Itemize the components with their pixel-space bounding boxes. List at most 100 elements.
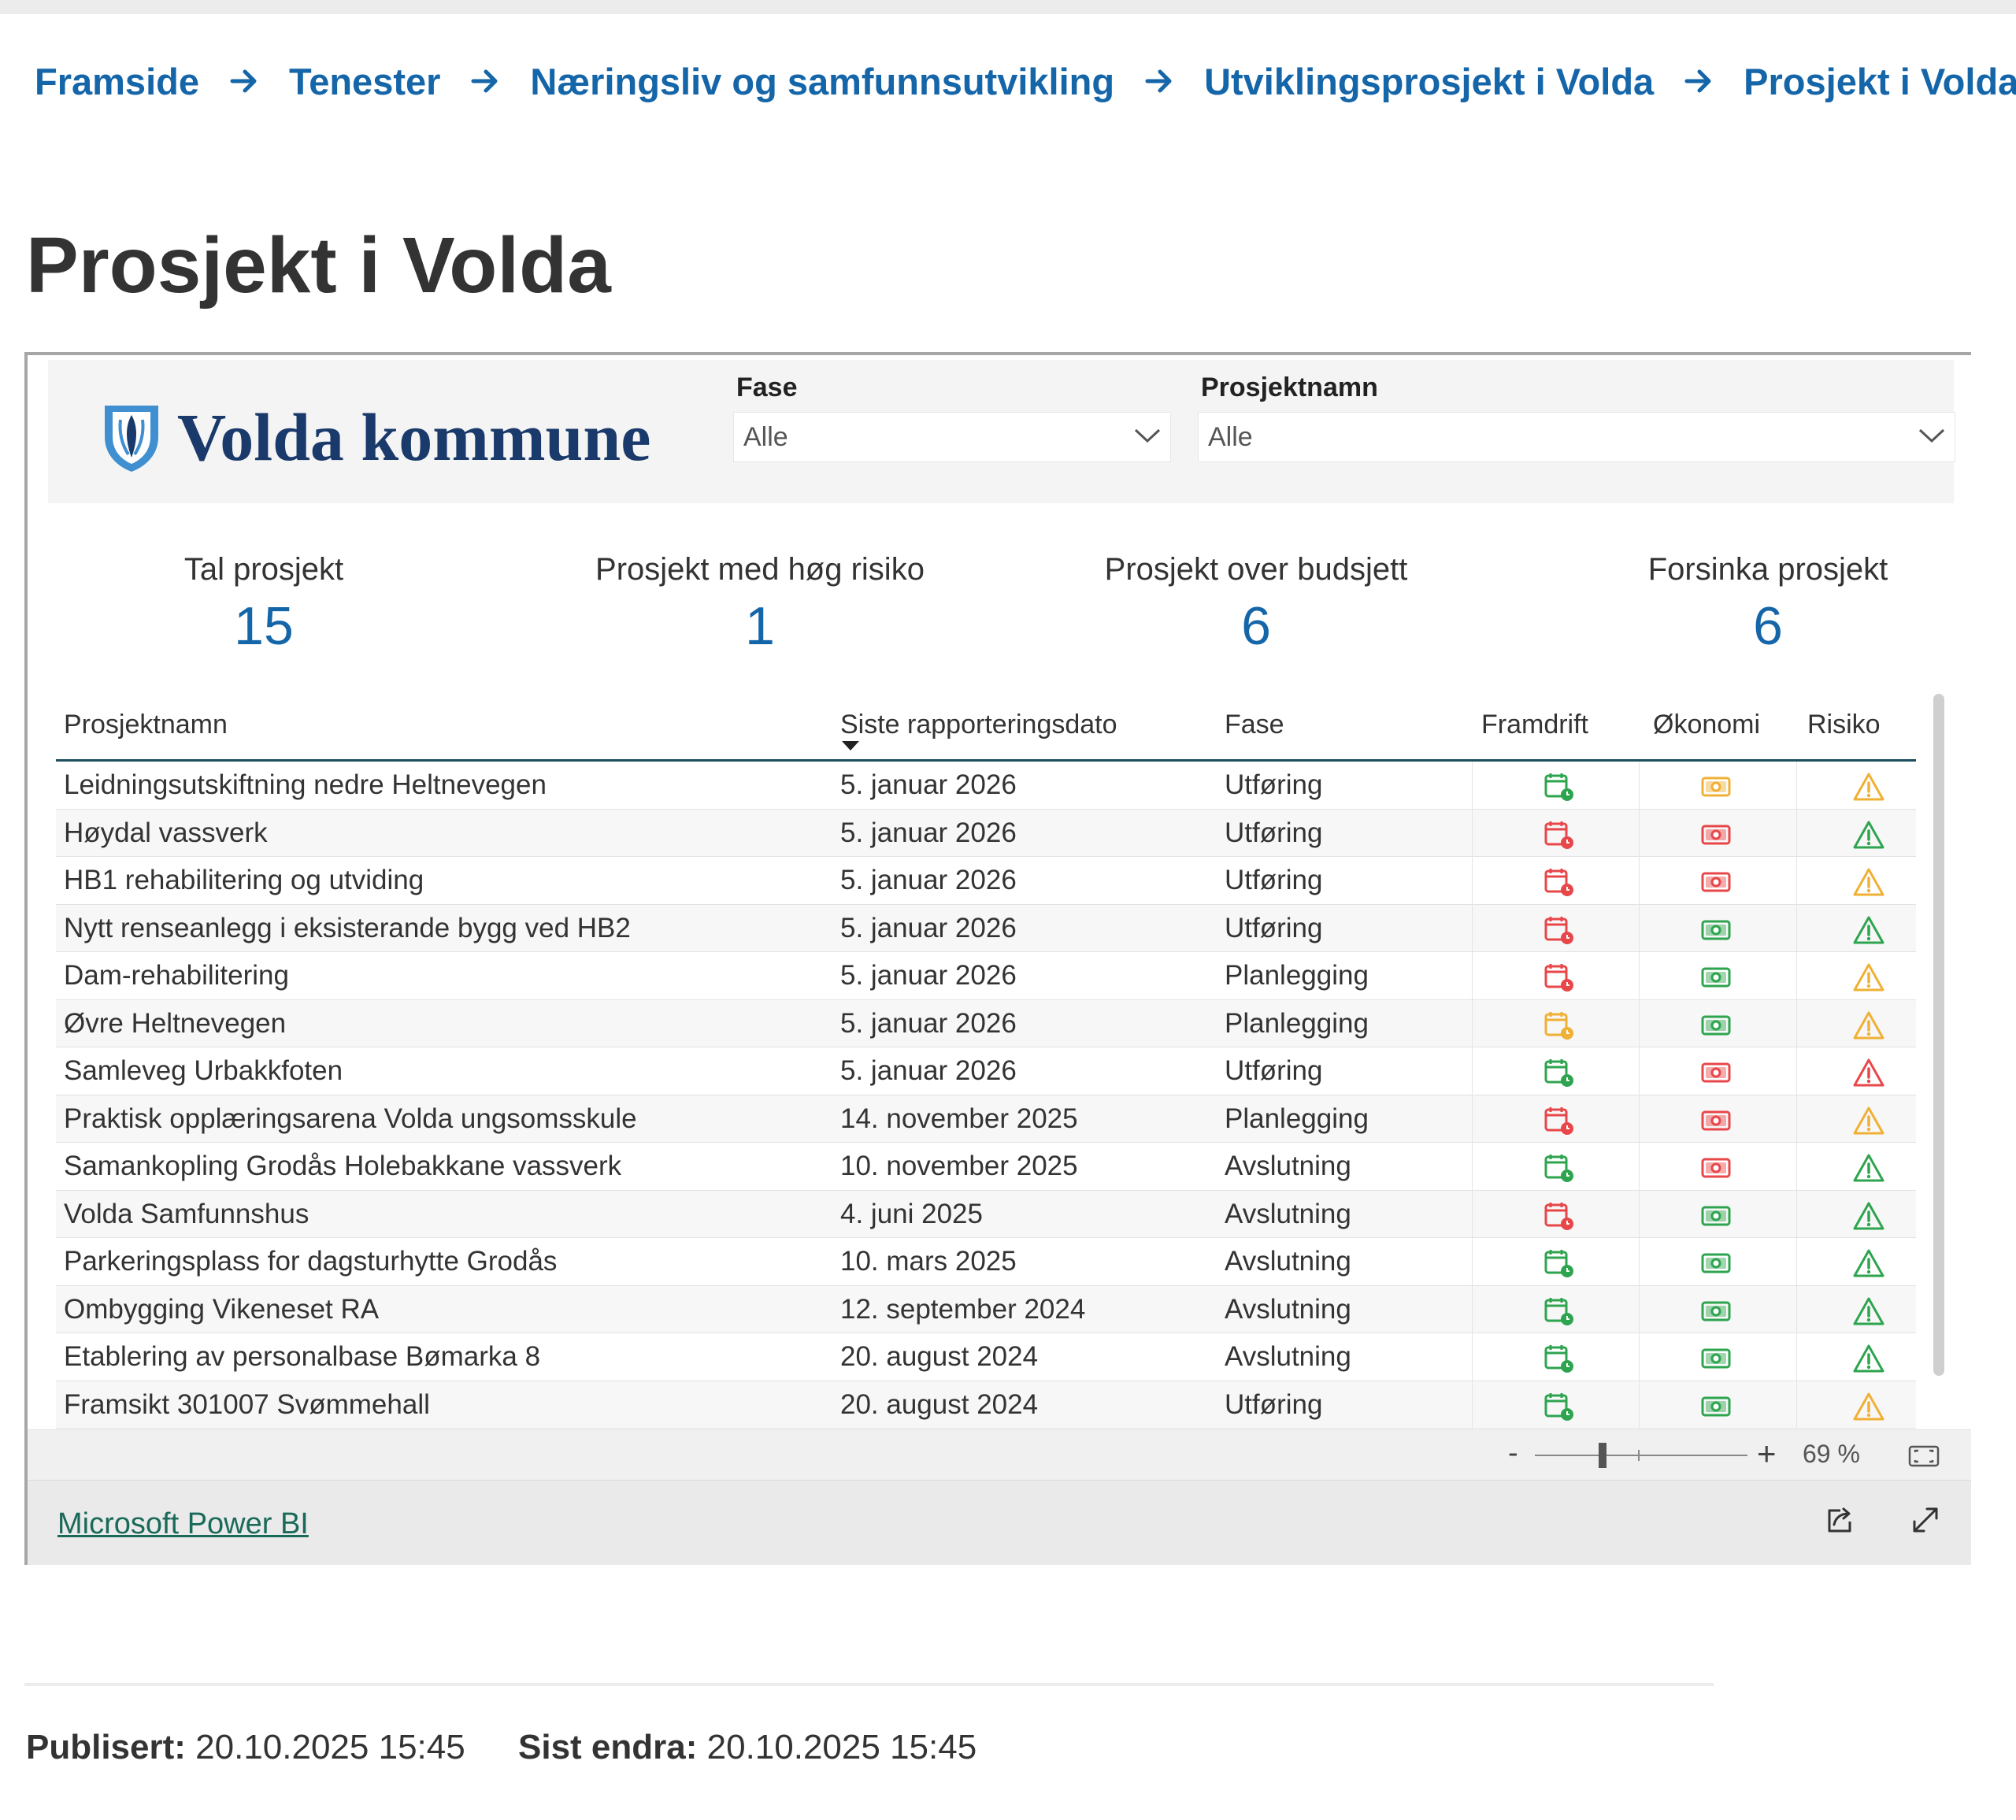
kpi-forsinka: Forsinka prosjekt 6 [1595,552,1941,657]
breadcrumb-utviklingsprosjekt[interactable]: Utviklingsprosjekt i Volda [1204,60,1655,102]
framdrift-status-icon [1541,1200,1576,1232]
column-divider [1796,857,1797,904]
column-divider [1639,1381,1640,1429]
okonomi-status-icon [1699,914,1733,946]
breadcrumb-tenester[interactable]: Tenester [288,60,441,102]
table-row[interactable]: Høydal vassverk 5. januar 2026 Utføring [56,809,1916,857]
cell-fase: Utføring [1225,1055,1323,1086]
prosjektnamn-filter-value: Alle [1208,421,1253,452]
cell-prosjektnamn: Framsikt 301007 Svømmehall [64,1388,430,1420]
table-row[interactable]: Samleveg Urbakkfoten 5. januar 2026 Utføri… [56,1047,1916,1095]
cell-fase: Utføring [1225,912,1323,943]
cell-prosjektnamn: Samankopling Grodås Holebakkane vassverk [64,1151,622,1181]
column-divider [1639,904,1640,952]
framdrift-status-icon [1541,1057,1576,1088]
risiko-status-icon [1851,914,1886,946]
column-divider [1472,1047,1473,1095]
report-header: Volda kommune Fase Alle Prosjektnamn All… [48,360,1955,503]
column-header-framdrift[interactable]: Framdrift [1481,710,1588,739]
okonomi-status-icon [1699,1057,1733,1088]
cell-dato: 10. mars 2025 [840,1246,1017,1277]
column-divider [1472,1143,1473,1190]
okonomi-status-icon [1699,771,1733,803]
zoom-out-button[interactable]: - [1508,1436,1518,1470]
kpi-value: 1 [745,596,775,656]
prosjektnamn-filter-dropdown[interactable]: Alle [1198,412,1955,462]
column-header-fase[interactable]: Fase [1225,710,1284,739]
table-row[interactable]: Samankopling Grodås Holebakkane vassverk… [56,1143,1916,1191]
cell-dato: 20. august 2024 [840,1388,1039,1420]
column-divider [1472,952,1473,999]
cell-fase: Utføring [1225,865,1323,895]
okonomi-status-icon [1699,1105,1733,1136]
column-header-risiko[interactable]: Risiko [1807,710,1881,739]
column-header-okonomi[interactable]: Økonomi [1653,710,1761,739]
column-divider [1796,1095,1797,1143]
risiko-status-icon [1851,1010,1886,1041]
breadcrumb-naeringsliv[interactable]: Næringsliv og samfunnsutvikling [530,60,1115,102]
table-scrollbar[interactable] [1933,694,1944,1376]
kpi-label: Prosjekt over budsjett [1104,552,1408,587]
cell-dato: 5. januar 2026 [840,1007,1017,1039]
cell-prosjektnamn: Parkeringsplass for dagsturhytte Grodås [64,1246,558,1277]
table-row[interactable]: HB1 rehabilitering og utviding 5. januar … [56,857,1916,905]
framdrift-status-icon [1541,1295,1576,1327]
cell-prosjektnamn: Volda Samfunnshus [64,1198,309,1229]
framdrift-status-icon [1541,771,1576,803]
share-icon[interactable] [1823,1504,1856,1536]
column-header-dato[interactable]: Siste rapporteringsdato [840,710,1117,739]
table-row[interactable]: Volda Samfunnshus 4. juni 2025 Avslutning [56,1190,1916,1238]
zoom-slider-track[interactable] [1535,1455,1747,1456]
table-row[interactable]: Parkeringsplass for dagsturhytte Grodås 1… [56,1238,1916,1286]
fase-filter-dropdown[interactable]: Alle [733,412,1171,462]
fase-filter-value: Alle [743,421,788,452]
column-divider [1639,1143,1640,1190]
powerbi-link[interactable]: Microsoft Power BI [57,1507,309,1540]
cell-prosjektnamn: Øvre Heltnevegen [64,1007,287,1039]
breadcrumb-framside[interactable]: Framside [35,60,199,102]
table-body: Leidningsutskiftning nedre Heltnevegen 5.… [56,762,1916,1429]
chevron-down-icon [1134,428,1161,443]
prosjektnamn-filter-label: Prosjektnamn [1201,373,1378,402]
breadcrumb-prosjekt-i-volda[interactable]: Prosjekt i Volda [1744,60,2016,102]
kpi-value: 6 [1753,596,1783,656]
column-divider [1472,1095,1473,1143]
column-divider [1639,999,1640,1047]
framdrift-status-icon [1541,819,1576,851]
zoom-slider-tick [1638,1450,1640,1461]
table-row[interactable]: Øvre Heltnevegen 5. januar 2026 Planleggin… [56,999,1916,1047]
cell-dato: 4. juni 2025 [840,1198,983,1229]
fullscreen-icon[interactable] [1910,1504,1941,1536]
table-row[interactable]: Etablering av personalbase Bømarka 8 20. … [56,1333,1916,1381]
table-row[interactable]: Leidningsutskiftning nedre Heltnevegen 5.… [56,762,1916,810]
edited-value: 20.10.2025 15:45 [706,1728,977,1766]
okonomi-status-icon [1699,1247,1733,1279]
column-header-prosjektnamn[interactable]: Prosjektnamn [64,710,228,739]
column-divider [1796,762,1797,809]
okonomi-status-icon [1699,1295,1733,1327]
shield-icon [105,406,158,472]
arrow-right-icon [221,65,267,97]
cell-fase: Avslutning [1225,1293,1351,1325]
kpi-label: Prosjekt med høg risiko [595,552,925,587]
cell-fase: Utføring [1225,1388,1323,1420]
arrow-right-icon [1136,65,1182,97]
cell-dato: 5. januar 2026 [840,912,1017,943]
zoom-slider-thumb[interactable] [1599,1443,1606,1468]
column-divider [1639,1047,1640,1095]
cell-fase: Utføring [1225,817,1323,848]
table-row[interactable]: Framsikt 301007 Svømmehall 20. august 202… [56,1381,1916,1429]
kpi-label: Forsinka prosjekt [1647,552,1888,587]
edited-info: Sist endra: 20.10.2025 15:45 [518,1728,976,1767]
cell-prosjektnamn: Praktisk opplæringsarena Volda ungsomssk… [64,1103,637,1134]
column-divider [1796,952,1797,999]
table-row[interactable]: Dam-rehabilitering 5. januar 2026 Planlegg… [56,952,1916,1000]
zoom-in-button[interactable]: + [1757,1435,1777,1472]
cell-fase: Planlegging [1225,1007,1369,1039]
table-row[interactable]: Ombygging Vikeneset RA 12. september 2024… [56,1285,1916,1333]
column-divider [1639,762,1640,809]
fit-to-page-icon[interactable] [1908,1444,1940,1468]
table-row[interactable]: Praktisk opplæringsarena Volda ungsomssk… [56,1095,1916,1143]
column-divider [1639,1333,1640,1381]
table-row[interactable]: Nytt renseanlegg i eksisterande bygg ved… [56,904,1916,952]
